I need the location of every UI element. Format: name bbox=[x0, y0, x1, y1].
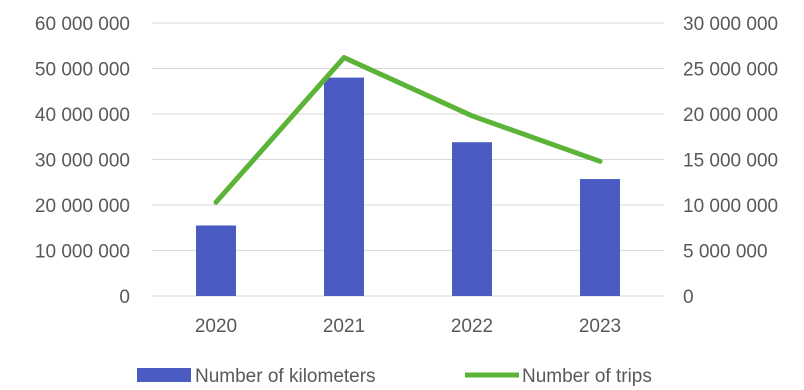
x-tick-label: 2021 bbox=[323, 316, 365, 337]
legend-trips-label: Number of trips bbox=[522, 366, 652, 387]
x-axis-ticks: 2020 2021 2022 2023 bbox=[195, 316, 621, 337]
left-tick-label: 60 000 000 bbox=[35, 14, 130, 35]
left-tick-label: 40 000 000 bbox=[35, 105, 130, 126]
gridlines bbox=[152, 22, 664, 297]
legend: Number of kilometers Number of trips bbox=[137, 366, 652, 387]
legend-kilometers-label: Number of kilometers bbox=[195, 366, 376, 387]
kilometers-bars bbox=[196, 77, 620, 296]
left-tick-label: 20 000 000 bbox=[35, 196, 130, 217]
right-tick-label: 30 000 000 bbox=[683, 14, 778, 35]
legend-kilometers-swatch bbox=[137, 368, 191, 382]
left-tick-label: 0 bbox=[119, 287, 130, 308]
right-tick-label: 10 000 000 bbox=[683, 196, 778, 217]
left-tick-label: 10 000 000 bbox=[35, 242, 130, 263]
kilometers-bar bbox=[580, 179, 620, 296]
kilometers-bar bbox=[452, 142, 492, 296]
right-tick-label: 25 000 000 bbox=[683, 60, 778, 81]
right-tick-label: 5 000 000 bbox=[683, 242, 768, 263]
x-tick-label: 2020 bbox=[195, 316, 237, 337]
right-tick-label: 20 000 000 bbox=[683, 105, 778, 126]
right-tick-label: 15 000 000 bbox=[683, 151, 778, 172]
kilometers-bar bbox=[196, 225, 236, 296]
trips-line bbox=[213, 55, 603, 205]
kilometers-bar bbox=[324, 77, 364, 296]
right-tick-label: 0 bbox=[683, 287, 694, 308]
right-axis-ticks: 0 5 000 000 10 000 000 15 000 000 20 000 000… bbox=[683, 14, 778, 308]
x-tick-label: 2023 bbox=[579, 316, 621, 337]
left-tick-label: 30 000 000 bbox=[35, 151, 130, 172]
trips-line-layer bbox=[213, 55, 603, 205]
left-tick-label: 50 000 000 bbox=[35, 60, 130, 81]
x-tick-label: 2022 bbox=[451, 316, 493, 337]
left-axis-ticks: 0 10 000 000 20 000 000 30 000 000 40 000 00… bbox=[35, 14, 130, 308]
